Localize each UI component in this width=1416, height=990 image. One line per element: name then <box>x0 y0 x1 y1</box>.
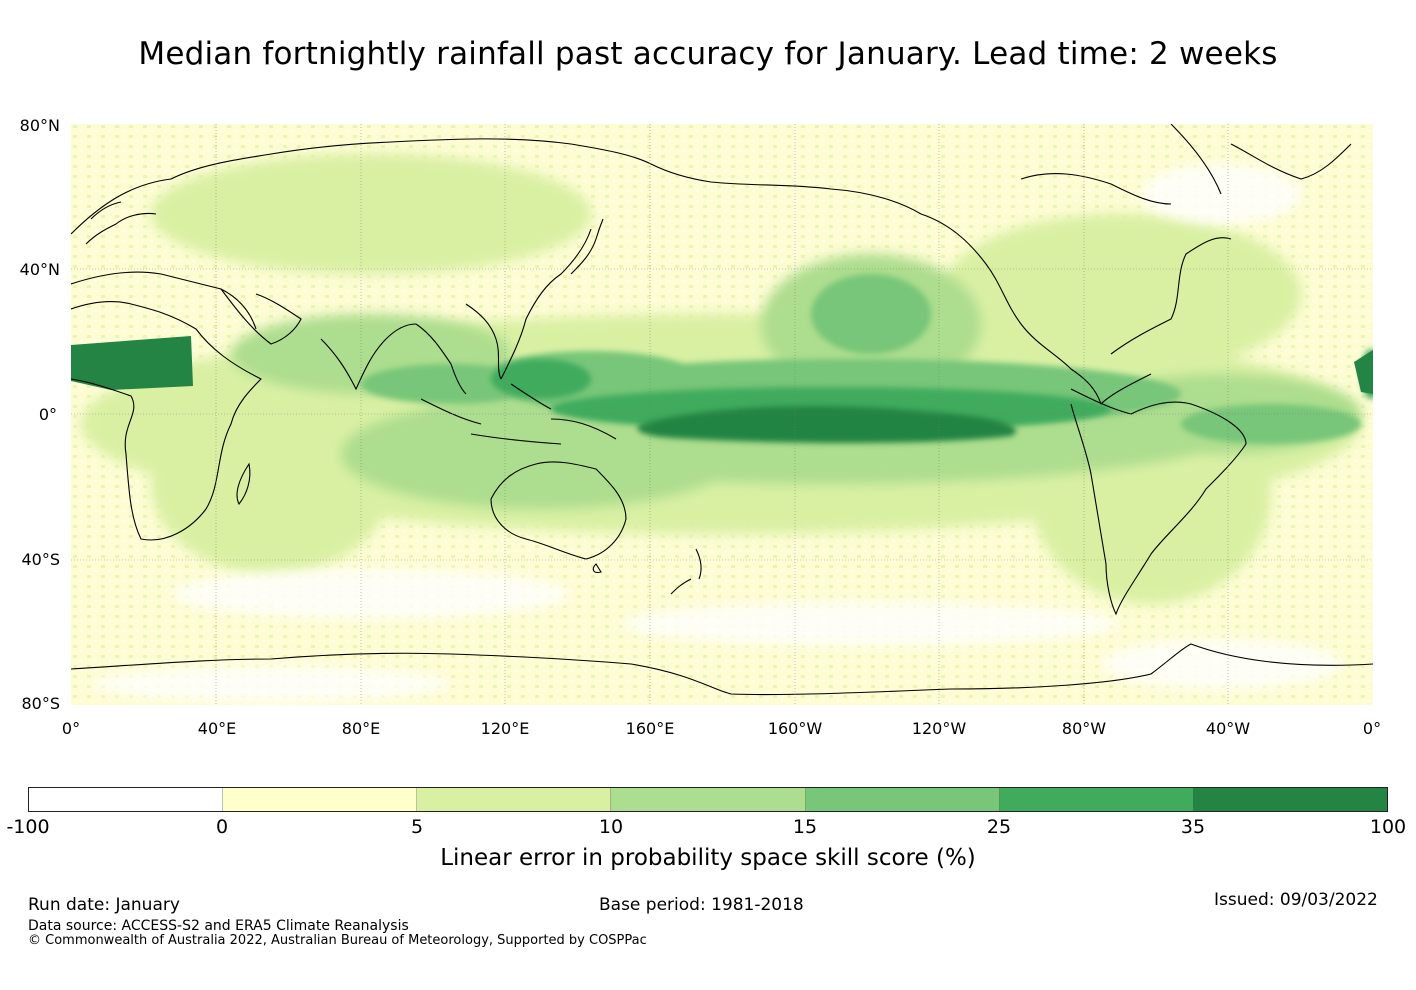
colorbar-segment <box>611 788 806 811</box>
lon-label-0: 0° <box>61 719 81 738</box>
colorbar-label: Linear error in probability space skill … <box>440 845 976 871</box>
base-period: Base period: 1981-2018 <box>599 895 804 915</box>
colorbar-tick: 0 <box>215 816 229 838</box>
lat-label-80n: 80°N <box>19 116 60 135</box>
lon-label-0-end: 0° <box>1362 719 1382 738</box>
colorbar-segment <box>805 788 1000 811</box>
issued-date: Issued: 09/03/2022 <box>1214 890 1378 910</box>
lon-label-80w: 80°W <box>1061 719 1107 738</box>
copyright: © Commonwealth of Australia 2022, Austra… <box>28 933 647 948</box>
lat-label-80s: 80°S <box>21 694 60 713</box>
colorbar-segment <box>999 788 1194 811</box>
data-source: Data source: ACCESS-S2 and ERA5 Climate … <box>28 918 409 934</box>
lon-label-40w: 40°W <box>1205 719 1251 738</box>
colorbar-segment <box>29 788 224 811</box>
run-date: Run date: January <box>28 895 180 915</box>
lon-label-120w: 120°W <box>911 719 967 738</box>
colorbar-tick: 100 <box>1369 816 1407 838</box>
skill-map <box>71 124 1373 705</box>
colorbar-tick: 15 <box>792 816 818 838</box>
colorbar-tick: 35 <box>1180 816 1206 838</box>
colorbar-tick: 10 <box>598 816 624 838</box>
lat-label-eq: 0° <box>38 405 57 424</box>
graticule <box>71 124 1373 705</box>
lon-label-160w: 160°W <box>767 719 823 738</box>
colorbar-tick: 25 <box>986 816 1012 838</box>
coastlines <box>71 124 1373 696</box>
skill-map-svg <box>71 124 1373 705</box>
colorbar-segment <box>223 788 418 811</box>
skill-shading-max <box>71 336 1373 443</box>
lat-label-40s: 40°S <box>21 550 60 569</box>
colorbar-tick: 5 <box>410 816 424 838</box>
lon-label-40e: 40°E <box>197 719 237 738</box>
colorbar <box>28 787 1388 812</box>
chart-title: Median fortnightly rainfall past accurac… <box>138 36 1278 72</box>
colorbar-segment <box>417 788 612 811</box>
lat-label-40n: 40°N <box>19 260 60 279</box>
colorbar-segment <box>1193 788 1387 811</box>
colorbar-tick: -100 <box>6 816 50 838</box>
lon-label-120e: 120°E <box>480 719 530 738</box>
lon-label-80e: 80°E <box>341 719 381 738</box>
lon-label-160e: 160°E <box>625 719 675 738</box>
